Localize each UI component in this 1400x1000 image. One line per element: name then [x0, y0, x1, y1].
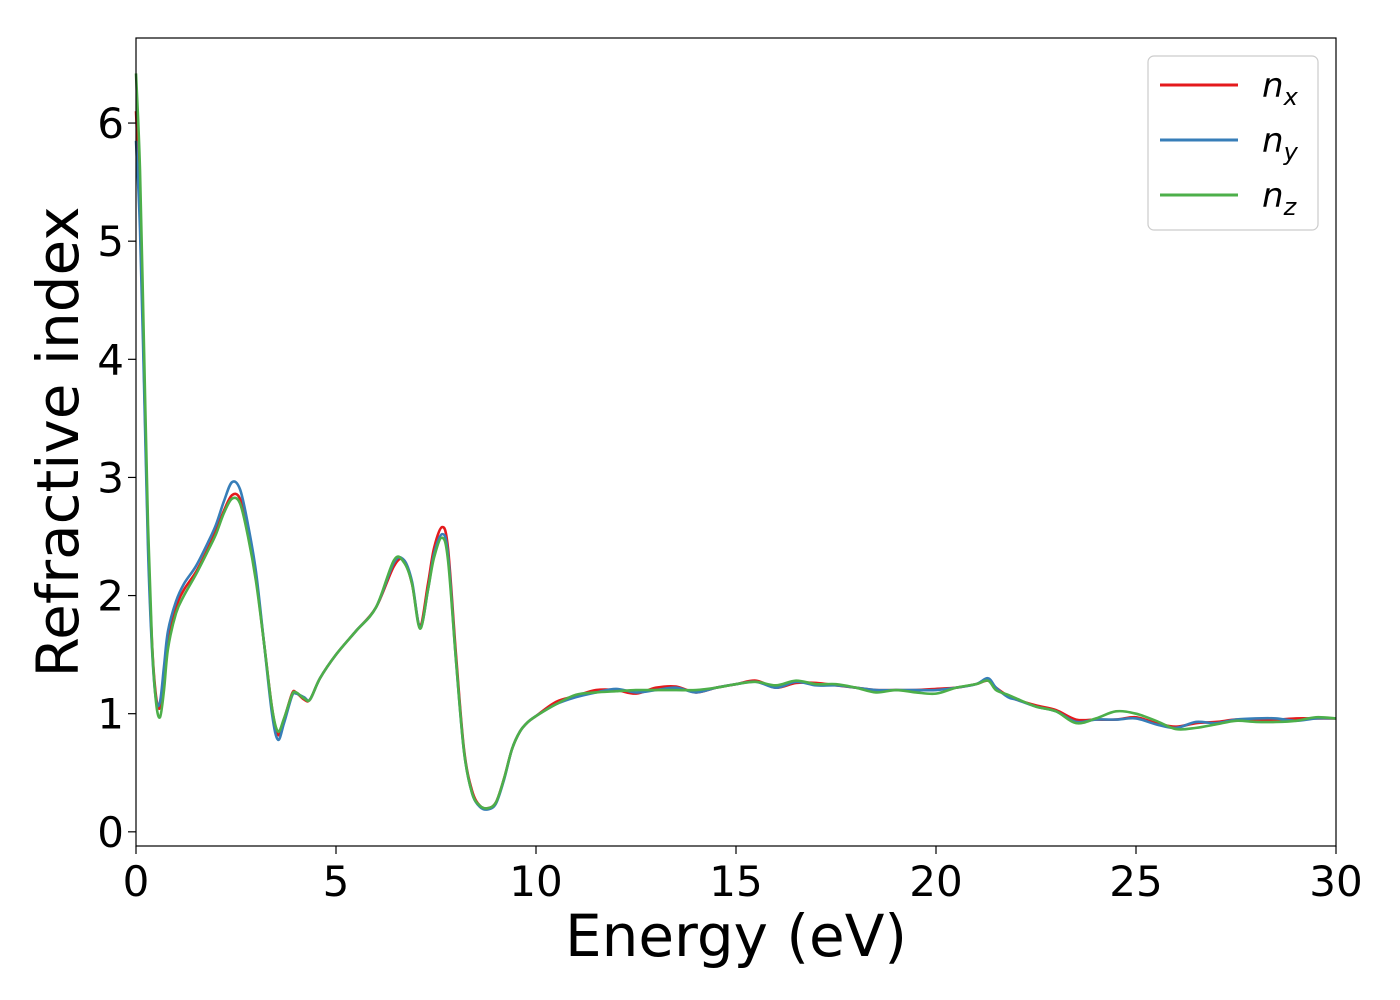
x-axis-ticks: 0 5 10 15 20 25 30 — [123, 846, 1363, 906]
x-tick-label: 20 — [909, 857, 962, 906]
x-axis-title: Energy (eV) — [565, 902, 907, 970]
x-tick-label: 5 — [323, 857, 350, 906]
y-tick-label: 2 — [97, 572, 124, 621]
y-axis-title: Refractive index — [24, 206, 92, 677]
x-tick-label: 25 — [1109, 857, 1162, 906]
y-tick-label: 5 — [97, 217, 124, 266]
x-tick-label: 0 — [123, 857, 150, 906]
y-tick-label: 1 — [97, 690, 124, 739]
x-tick-label: 15 — [709, 857, 762, 906]
y-tick-label: 6 — [97, 99, 124, 148]
y-tick-label: 0 — [97, 808, 124, 857]
series-layer — [134, 73, 1337, 811]
series-line-nz — [134, 73, 1337, 810]
y-tick-label: 4 — [97, 335, 124, 384]
legend-label-nz: nz — [1262, 176, 1298, 221]
legend-box — [1147, 55, 1319, 231]
y-axis-ticks: 0 1 2 3 4 5 6 — [97, 99, 136, 857]
legend-label-ny: ny — [1262, 121, 1299, 166]
plot-background — [136, 38, 1336, 846]
legend: nx ny nz — [1147, 55, 1319, 231]
x-tick-label: 30 — [1309, 857, 1362, 906]
y-tick-label: 3 — [97, 453, 124, 502]
legend-label-nx: nx — [1262, 66, 1299, 111]
x-tick-label: 10 — [509, 857, 562, 906]
